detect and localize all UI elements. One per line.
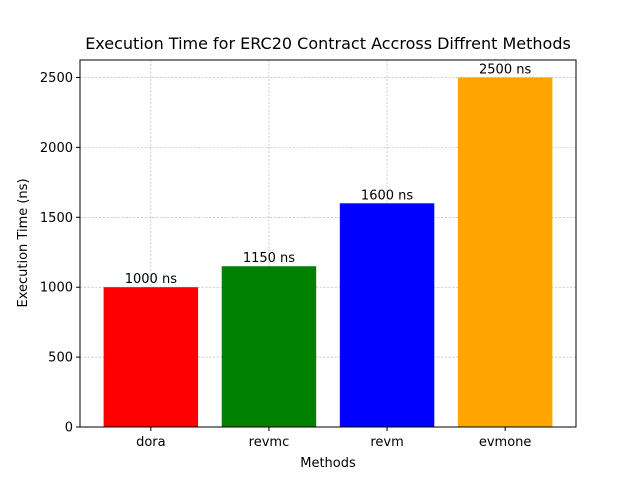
y-tick-label: 2000 (40, 141, 73, 156)
bar-dora (103, 287, 199, 427)
y-tick-label: 500 (48, 351, 73, 366)
data-label-evmone: 2500 ns (479, 62, 531, 77)
x-axis-label: Methods (300, 456, 356, 471)
y-tick-label: 1000 (40, 281, 73, 296)
bar-evmone (457, 77, 553, 427)
x-tick-label: evmone (479, 435, 532, 450)
x-tick-label: revmc (249, 435, 290, 450)
data-label-revm: 1600 ns (361, 188, 413, 203)
ticks: 0 500 1000 1500 2000 2500 dora revmc revm evmone (40, 71, 532, 450)
y-axis-label: Execution Time (ns) (16, 178, 31, 307)
bars (103, 77, 553, 427)
data-labels: 1000 ns 1150 ns 1600 ns 2500 ns (125, 62, 532, 287)
chart-title: Execution Time for ERC20 Contract Accros… (85, 34, 571, 53)
y-tick-label: 1500 (40, 211, 73, 226)
y-tick-label: 0 (65, 421, 73, 436)
bar-revm (339, 203, 435, 427)
bar-revmc (221, 266, 317, 427)
data-label-revmc: 1150 ns (243, 251, 295, 266)
y-tick-label: 2500 (40, 71, 73, 86)
plot-area-frame (79, 59, 577, 428)
x-tick-label: dora (136, 435, 166, 450)
x-tick-label: revm (370, 435, 403, 450)
data-label-dora: 1000 ns (125, 272, 177, 287)
